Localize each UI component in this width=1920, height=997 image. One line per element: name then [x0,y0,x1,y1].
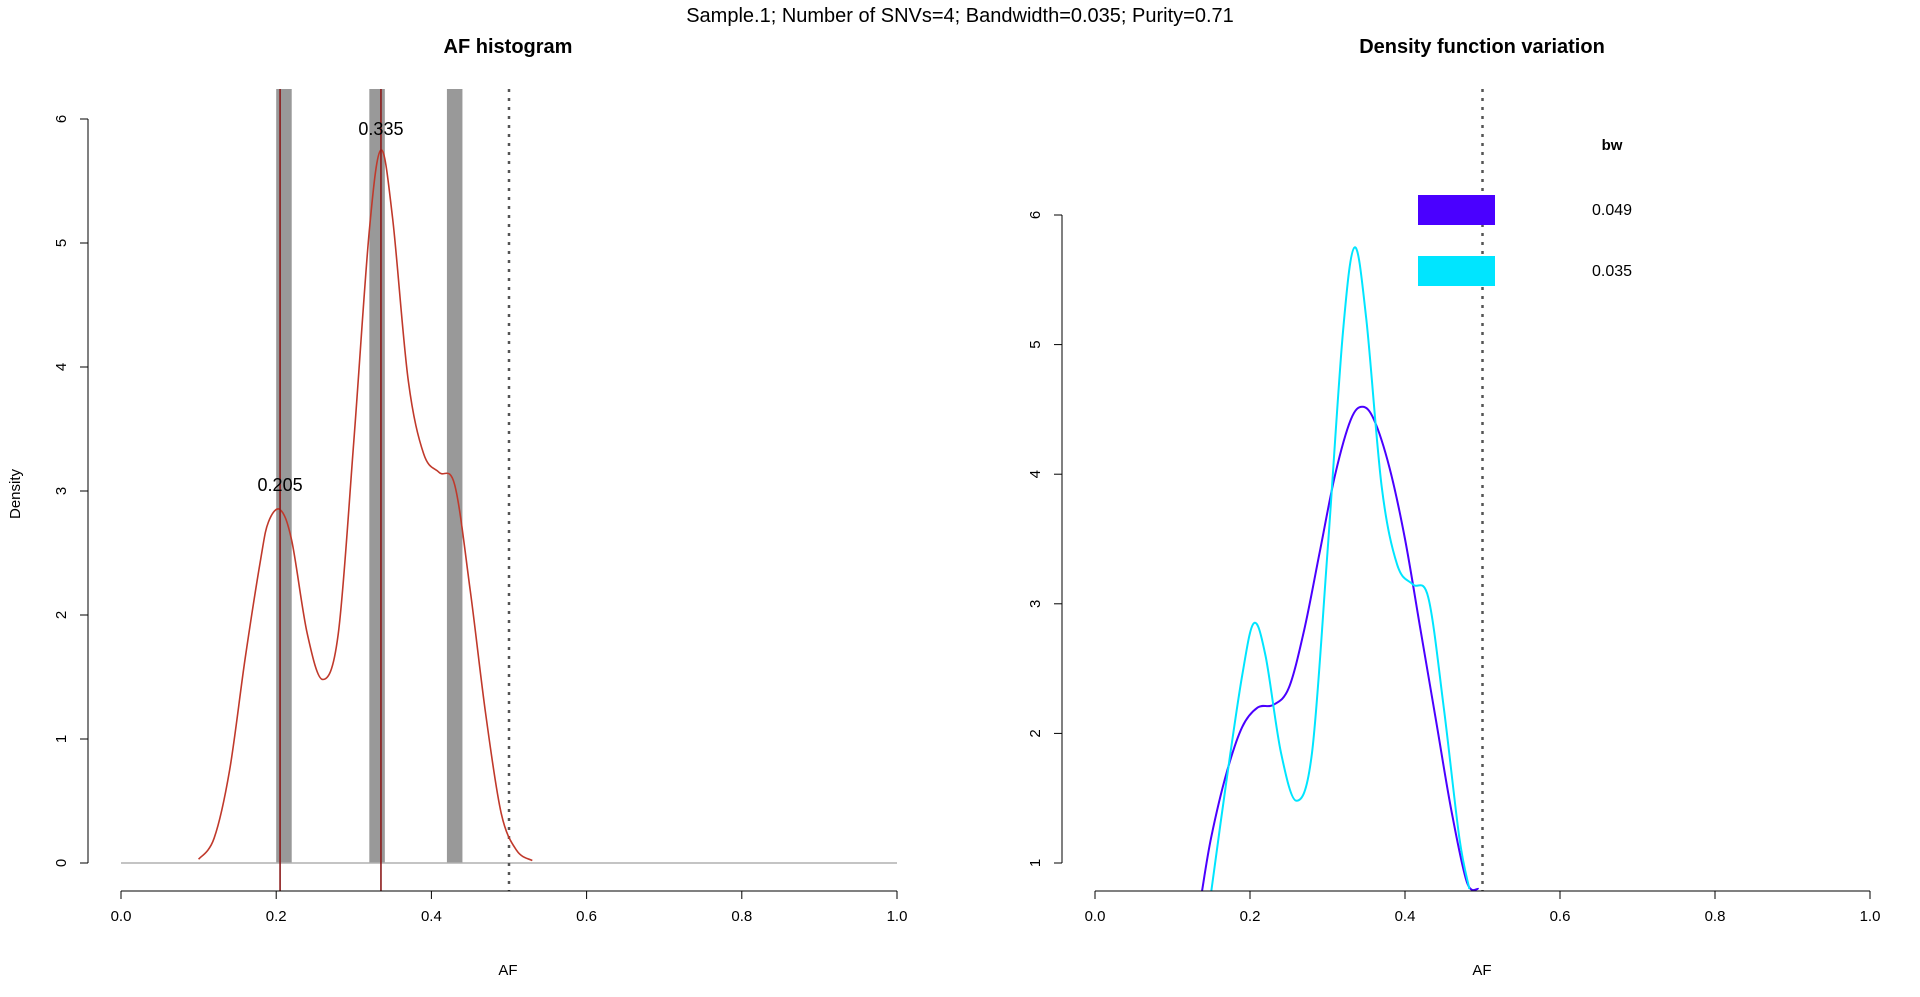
bandwidth-legend: bw 0.049 0.035 [1418,137,1632,286]
x-tick-label: 0.8 [1705,908,1726,925]
y-tick-label: 1 [53,735,70,743]
figure-suptitle: Sample.1; Number of SNVs=4; Bandwidth=0.… [686,5,1234,27]
y-tick-label: 0 [53,859,70,867]
density-series-group [1201,246,1480,891]
x-tick-label: 0.8 [731,908,752,925]
af-histogram-title: AF histogram [444,36,573,58]
density-series-line [1201,405,1480,891]
density-variation-panel: Density function variation AF 0.0 0.2 0.4 0… [1027,36,1880,979]
af-histogram-ylabel: Density [7,468,24,519]
density-curve-group [197,149,533,862]
af-histogram-xlabel: AF [498,962,517,979]
x-tick-label: 0.2 [1240,908,1261,925]
x-tick-label: 0.4 [1395,908,1416,925]
legend-swatch [1418,256,1495,286]
peak-label: 0.335 [358,119,403,139]
x-tick-label: 1.0 [1860,908,1881,925]
y-tick-label: 1 [1027,859,1044,867]
x-tick-label: 0.0 [111,908,132,925]
legend-label: 0.035 [1592,263,1632,280]
histogram-bar [446,89,463,863]
y-tick-label: 4 [1027,470,1044,478]
peak-markers: 0.205 0.335 [258,89,403,891]
y-tick-label: 4 [53,363,70,371]
x-tick-label: 0.6 [1550,908,1571,925]
y-tick-label: 6 [1027,211,1044,219]
density-variation-axes: 0.0 0.2 0.4 0.6 0.8 1.0 1 2 3 4 5 6 [1027,211,1880,925]
af-histogram-axes: 0.0 0.2 0.4 0.6 0.8 1.0 0 1 2 3 4 5 6 [53,115,907,925]
y-tick-label: 6 [53,115,70,123]
y-tick-label: 3 [1027,600,1044,608]
legend-swatch [1418,195,1495,225]
y-tick-label: 5 [53,239,70,247]
x-tick-label: 0.6 [576,908,597,925]
y-tick-label: 2 [1027,729,1044,737]
legend-label: 0.049 [1592,202,1632,219]
density-variation-xlabel: AF [1472,962,1491,979]
x-tick-label: 1.0 [887,908,908,925]
x-tick-label: 0.0 [1085,908,1106,925]
x-tick-label: 0.4 [421,908,442,925]
y-tick-label: 3 [53,487,70,495]
x-tick-label: 0.2 [266,908,287,925]
density-curve [197,149,533,862]
y-tick-label: 2 [53,611,70,619]
peak-label: 0.205 [258,475,303,495]
y-tick-label: 5 [1027,340,1044,348]
density-series-line [1210,246,1471,891]
density-variation-title: Density function variation [1359,36,1605,58]
legend-title: bw [1602,137,1623,154]
